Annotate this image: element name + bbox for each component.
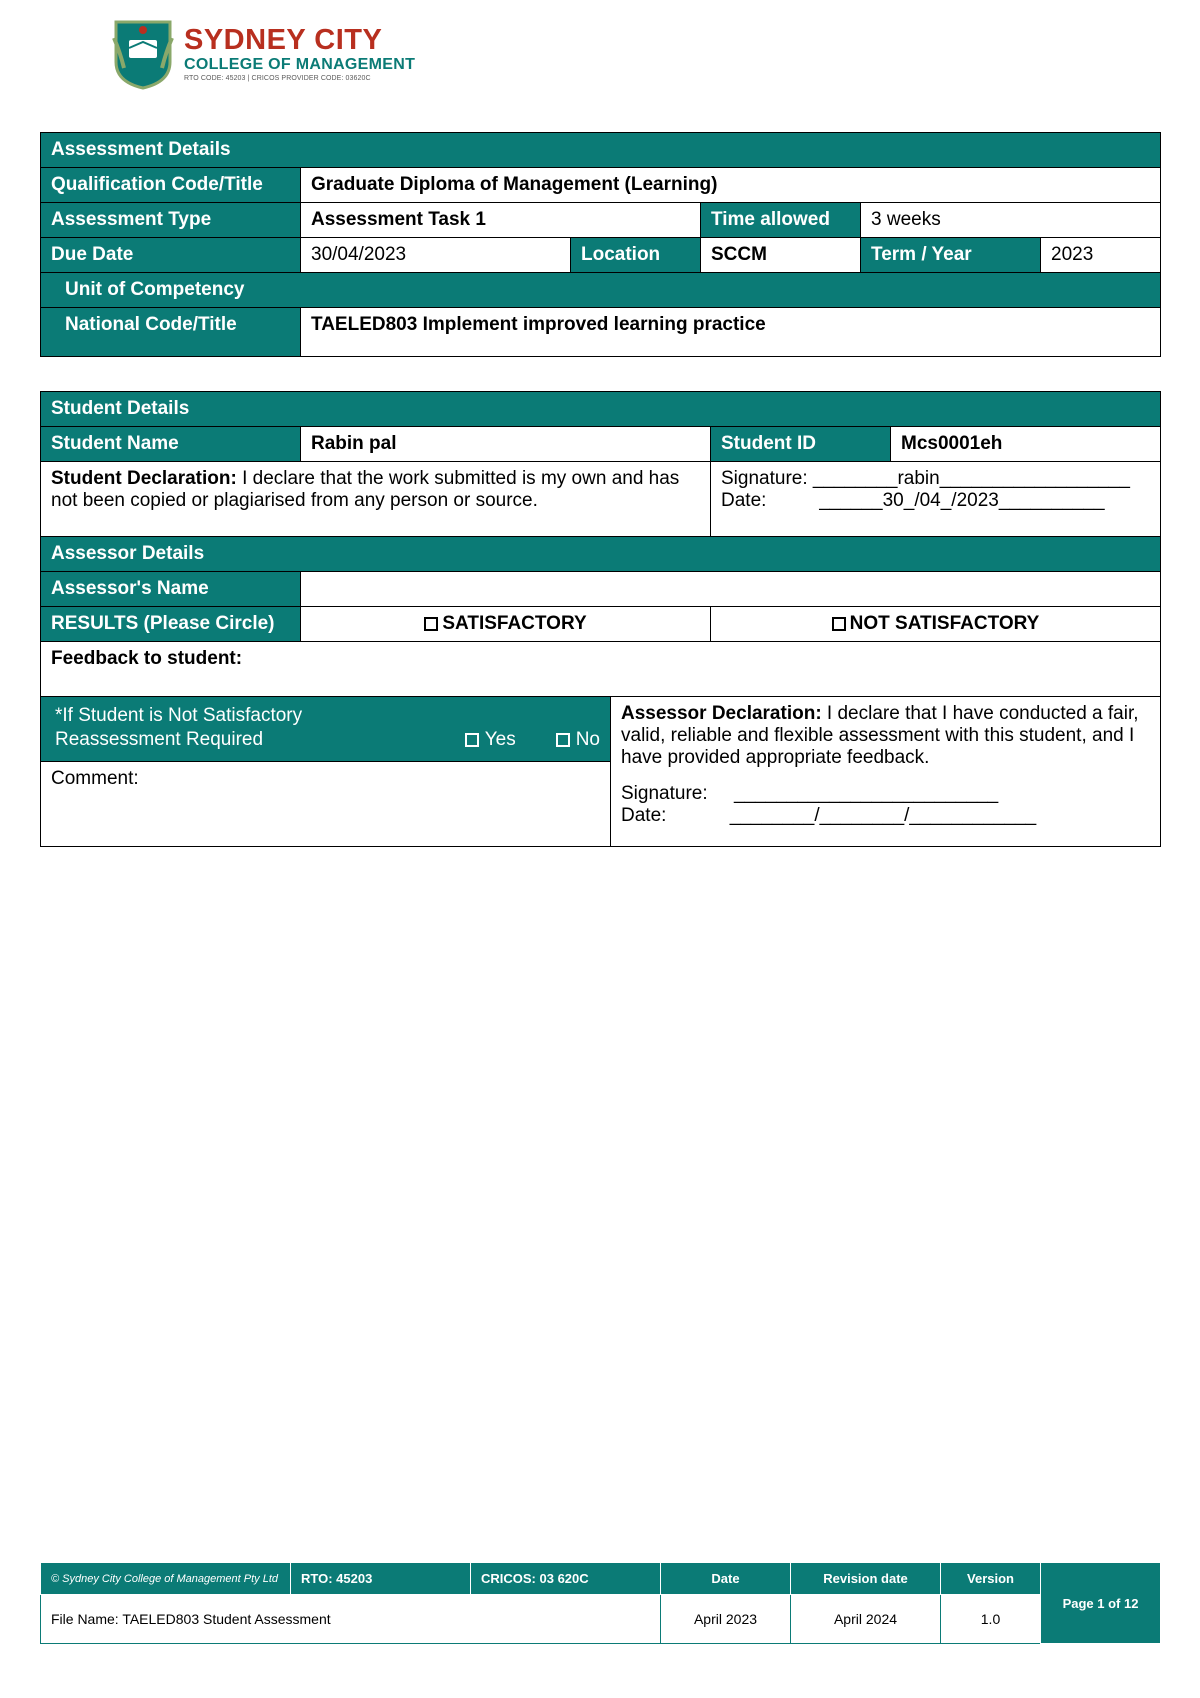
student-id-label: Student ID <box>711 427 891 462</box>
student-date-label: Date: <box>721 490 766 511</box>
reassess-cell: *If Student is Not Satisfactory Reassess… <box>41 697 611 847</box>
nat-value: TAELED803 Implement improved learning pr… <box>301 308 1161 357</box>
term-value: 2023 <box>1041 238 1161 273</box>
assessor-section-title: Assessor Details <box>41 537 1161 572</box>
results-satisfactory[interactable]: SATISFACTORY <box>301 607 711 642</box>
qual-label: Qualification Code/Title <box>41 168 301 203</box>
student-name-label: Student Name <box>41 427 301 462</box>
assessor-declaration-cell: Assessor Declaration: I declare that I h… <box>611 697 1161 847</box>
time-value: 3 weeks <box>861 203 1161 238</box>
reassess-no[interactable]: No <box>556 729 600 751</box>
footer-copyright: © Sydney City College of Management Pty … <box>41 1563 291 1595</box>
no-text: No <box>576 729 600 750</box>
type-value: Assessment Task 1 <box>301 203 701 238</box>
yes-text: Yes <box>485 729 516 750</box>
reassess-title: *If Student is Not Satisfactory <box>55 705 600 727</box>
student-declaration-label: Student Declaration: <box>51 468 237 489</box>
student-signature-cell: Signature: ________rabin________________… <box>711 462 1161 537</box>
logo-line2: COLLEGE OF MANAGEMENT <box>184 57 415 73</box>
assessor-date-label: Date: <box>621 805 666 826</box>
satisfactory-text: SATISFACTORY <box>442 613 586 634</box>
assessment-details-table: Assessment Details Qualification Code/Ti… <box>40 132 1161 357</box>
type-label: Assessment Type <box>41 203 301 238</box>
unit-label: Unit of Competency <box>41 273 1161 308</box>
results-label: RESULTS (Please Circle) <box>41 607 301 642</box>
checkbox-icon <box>424 617 438 631</box>
student-name-value: Rabin pal <box>301 427 711 462</box>
footer-cricos: CRICOS: 03 620C <box>471 1563 661 1595</box>
header-logo: SYDNEY CITY COLLEGE OF MANAGEMENT RTO CO… <box>112 18 1200 90</box>
footer-revision-label: Revision date <box>791 1563 941 1595</box>
student-sig-label: Signature: <box>721 468 808 489</box>
assessor-name-label: Assessor's Name <box>41 572 301 607</box>
term-label: Term / Year <box>861 238 1041 273</box>
footer-table: © Sydney City College of Management Pty … <box>40 1562 1161 1644</box>
results-not-satisfactory[interactable]: NOT SATISFACTORY <box>711 607 1161 642</box>
student-id-value: Mcs0001eh <box>891 427 1161 462</box>
checkbox-icon <box>556 733 570 747</box>
student-date-value: ______30_/04_/2023__________ <box>819 490 1104 511</box>
assessor-name-value <box>301 572 1161 607</box>
student-assessor-table: Student Details Student Name Rabin pal S… <box>40 391 1161 847</box>
footer-file: File Name: TAELED803 Student Assessment <box>41 1595 661 1644</box>
footer-date-label: Date <box>661 1563 791 1595</box>
reassess-yes[interactable]: Yes <box>465 729 516 751</box>
location-label: Location <box>571 238 701 273</box>
assessor-sig-line: _________________________ <box>734 783 998 804</box>
footer-date-value: April 2023 <box>661 1595 791 1644</box>
student-declaration-cell: Student Declaration: I declare that the … <box>41 462 711 537</box>
feedback-label: Feedback to student: <box>41 642 1161 697</box>
due-label: Due Date <box>41 238 301 273</box>
footer-version-value: 1.0 <box>941 1595 1041 1644</box>
reassess-sub: Reassessment Required <box>55 729 263 751</box>
location-value: SCCM <box>701 238 861 273</box>
student-sig-value: ________rabin__________________ <box>813 468 1130 489</box>
assessor-date-line: ________/________/____________ <box>730 805 1036 826</box>
student-section-title: Student Details <box>41 392 1161 427</box>
not-satisfactory-text: NOT SATISFACTORY <box>850 613 1040 634</box>
footer-version-label: Version <box>941 1563 1041 1595</box>
logo-line3: RTO CODE: 45203 | CRICOS PROVIDER CODE: … <box>184 75 415 82</box>
comment-label: Comment: <box>51 768 139 789</box>
qual-value: Graduate Diploma of Management (Learning… <box>301 168 1161 203</box>
assessor-declaration-label: Assessor Declaration: <box>621 703 822 724</box>
checkbox-icon <box>832 617 846 631</box>
footer-revision-value: April 2024 <box>791 1595 941 1644</box>
footer-page: Page 1 of 12 <box>1041 1563 1161 1644</box>
logo-line1: SYDNEY CITY <box>184 26 415 55</box>
crest-icon <box>112 18 174 90</box>
footer-rto: RTO: 45203 <box>291 1563 471 1595</box>
assessment-section-title: Assessment Details <box>41 133 1161 168</box>
comment-box: Comment: <box>41 761 610 846</box>
assessor-sig-label: Signature: <box>621 783 708 804</box>
nat-label: National Code/Title <box>41 308 301 357</box>
time-label: Time allowed <box>701 203 861 238</box>
due-value: 30/04/2023 <box>301 238 571 273</box>
checkbox-icon <box>465 733 479 747</box>
